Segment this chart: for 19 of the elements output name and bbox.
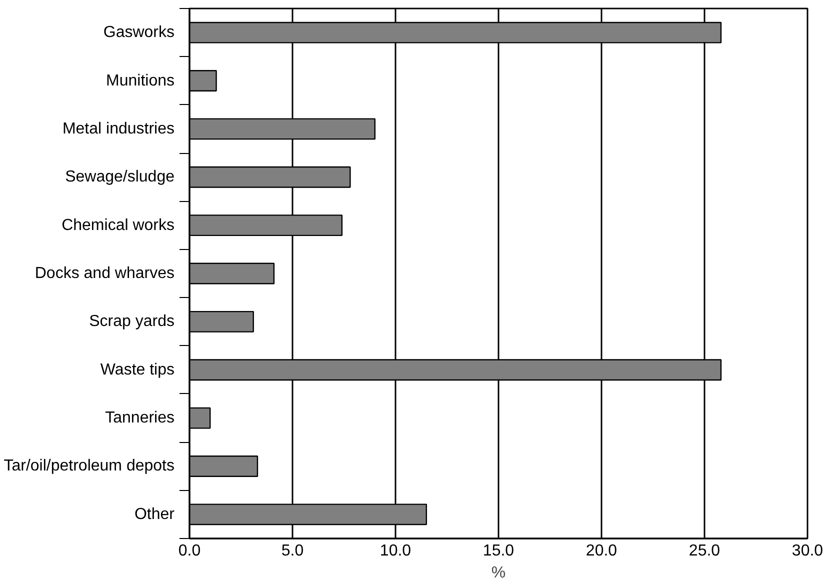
x-tick-label: 0.0 [178,542,201,560]
y-tick-label: Chemical works [62,216,175,234]
x-tick-label: 25.0 [688,542,720,560]
y-tick-label: Gasworks [103,24,174,42]
y-tick-label: Tar/oil/petroleum depots [4,458,175,475]
x-tick-label: 10.0 [380,542,412,560]
y-tick-label: Other [134,506,176,523]
x-tick-label: 5.0 [281,542,304,560]
y-tick-label: Sewage/sludge [65,168,175,186]
x-axis-title: % [491,564,506,582]
y-tick-label: Scrap yards [89,313,175,330]
y-tick-label: Munitions [106,72,175,90]
y-tick-label: Docks and wharves [34,265,175,282]
y-tick-label: Metal industries [62,120,174,138]
y-tick-label: Waste tips [100,361,174,378]
x-tick-label: 15.0 [482,542,514,560]
y-tick-label: Tanneries [105,410,174,427]
x-tick-label: 20.0 [586,542,618,560]
x-tick-label: 30.0 [792,542,824,560]
